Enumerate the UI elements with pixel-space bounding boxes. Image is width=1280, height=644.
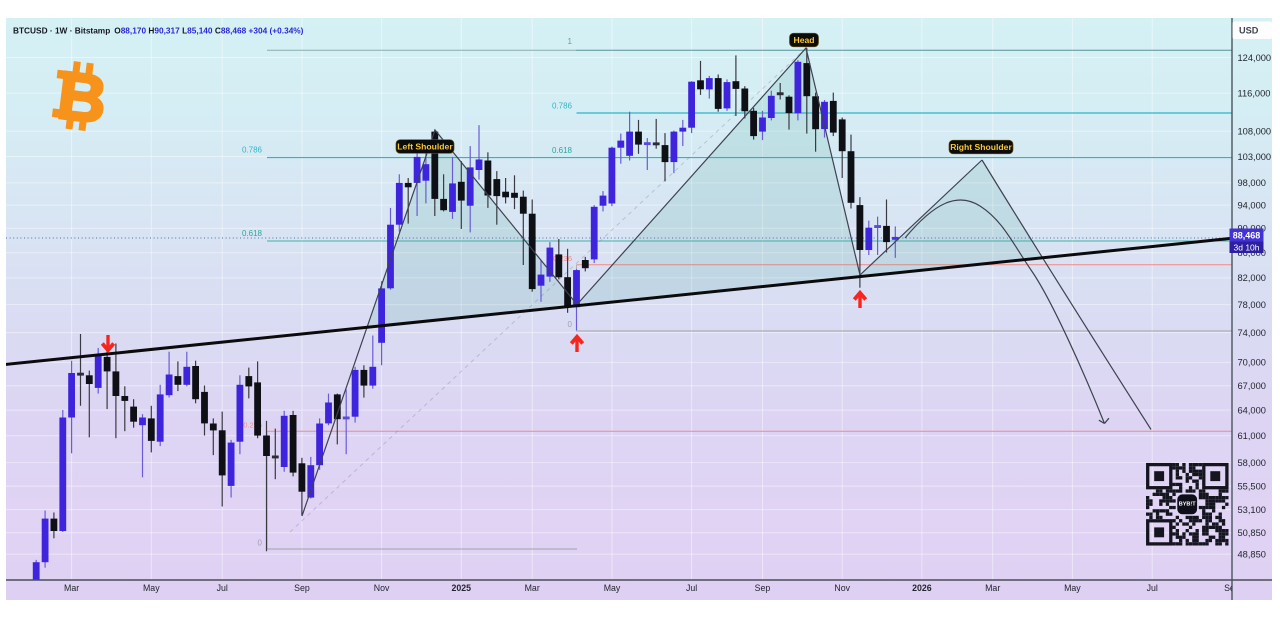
svg-text:116,000: 116,000 <box>1238 88 1271 98</box>
svg-text:0.618: 0.618 <box>552 146 573 155</box>
svg-text:88,468: 88,468 <box>1233 231 1261 241</box>
svg-text:53,100: 53,100 <box>1238 505 1266 515</box>
svg-text:Jul: Jul <box>1147 583 1158 593</box>
svg-text:50,850: 50,850 <box>1238 528 1266 538</box>
svg-text:124,000: 124,000 <box>1238 53 1272 63</box>
svg-text:0.786: 0.786 <box>242 146 263 155</box>
svg-text:94,000: 94,000 <box>1238 200 1266 210</box>
svg-text:0.618: 0.618 <box>242 229 263 238</box>
svg-text:64,000: 64,000 <box>1238 405 1266 415</box>
svg-text:Mar: Mar <box>64 583 79 593</box>
svg-text:BTCUSD · 1W · Bitstamp O88,17: BTCUSD · 1W · Bitstamp O88,170 H90,317 L… <box>13 26 304 36</box>
svg-text:Mar: Mar <box>525 583 540 593</box>
svg-text:108,000: 108,000 <box>1238 127 1272 137</box>
svg-text:67,000: 67,000 <box>1238 381 1266 391</box>
svg-text:2025: 2025 <box>452 583 472 593</box>
svg-text:0.786: 0.786 <box>552 102 573 111</box>
svg-text:Sep: Sep <box>1224 583 1240 593</box>
svg-text:May: May <box>604 583 621 593</box>
svg-text:82,000: 82,000 <box>1238 273 1266 283</box>
svg-text:74,000: 74,000 <box>1238 328 1266 338</box>
svg-text:98,000: 98,000 <box>1238 178 1266 188</box>
svg-text:Left Shoulder: Left Shoulder <box>397 142 453 152</box>
svg-text:Nov: Nov <box>374 583 390 593</box>
svg-text:78,000: 78,000 <box>1238 300 1266 310</box>
svg-text:BYB!T: BYB!T <box>1179 502 1196 508</box>
svg-text:0: 0 <box>568 320 573 329</box>
svg-text:Head: Head <box>793 35 814 45</box>
svg-text:Jul: Jul <box>217 583 228 593</box>
svg-text:Sep: Sep <box>755 583 771 593</box>
svg-text:Mar: Mar <box>985 583 1000 593</box>
svg-text:0: 0 <box>258 539 263 548</box>
svg-text:Sep: Sep <box>294 583 310 593</box>
svg-text:Right Shoulder: Right Shoulder <box>950 142 1012 152</box>
svg-text:May: May <box>1064 583 1081 593</box>
svg-text:0.236: 0.236 <box>553 254 572 263</box>
svg-text:55,500: 55,500 <box>1238 481 1266 491</box>
svg-text:USD: USD <box>1239 26 1259 36</box>
svg-text:61,000: 61,000 <box>1238 431 1266 441</box>
svg-text:B: B <box>54 58 111 138</box>
svg-text:1: 1 <box>568 37 573 46</box>
svg-text:2026: 2026 <box>912 583 932 593</box>
svg-text:103,000: 103,000 <box>1238 152 1272 162</box>
svg-text:Jul: Jul <box>686 583 697 593</box>
svg-text:70,000: 70,000 <box>1238 358 1266 368</box>
svg-text:May: May <box>143 583 160 593</box>
svg-text:Nov: Nov <box>834 583 850 593</box>
svg-text:0.236: 0.236 <box>243 421 262 430</box>
svg-text:3d 10h: 3d 10h <box>1234 243 1260 253</box>
svg-text:58,000: 58,000 <box>1238 458 1266 468</box>
svg-text:48,850: 48,850 <box>1238 549 1266 559</box>
